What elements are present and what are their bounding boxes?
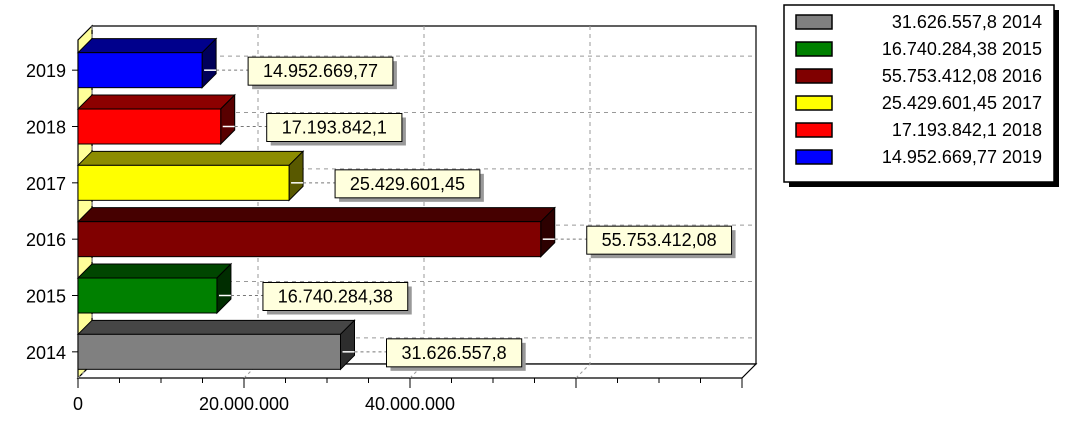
bar-top (76, 150, 305, 166)
bar-top (76, 263, 233, 279)
bar (77, 333, 342, 370)
bar (77, 108, 222, 145)
data-label-box (386, 338, 523, 368)
data-label: 31.626.557,8 (402, 343, 507, 363)
x-tick-label: 20.000.000 (199, 394, 289, 414)
y-tick-label: 2018 (26, 118, 66, 138)
bar-top (76, 319, 356, 335)
legend-label: 31.626.557,8 2014 (892, 12, 1042, 32)
legend-label: 14.952.669,77 2019 (882, 147, 1042, 167)
data-label: 55.753.412,08 (602, 230, 717, 250)
data-label-box (586, 225, 733, 255)
y-tick-label: 2015 (26, 287, 66, 307)
bar (77, 52, 203, 89)
legend-swatch (795, 149, 833, 165)
data-label-box (247, 56, 394, 86)
data-label: 16.740.284,38 (278, 287, 393, 307)
y-tick-label: 2017 (26, 174, 66, 194)
legend-label: 55.753.412,08 2016 (882, 66, 1042, 86)
y-tick-label: 2014 (26, 343, 66, 363)
y-tick-label: 2016 (26, 230, 66, 250)
x-tick-label: 0 (73, 394, 83, 414)
data-label: 14.952.669,77 (263, 61, 378, 81)
legend-swatch (795, 41, 833, 57)
data-label: 17.193.842,1 (282, 118, 387, 138)
legend-label: 17.193.842,1 2018 (892, 120, 1042, 140)
legend-swatch (795, 122, 833, 138)
y-tick-label: 2019 (26, 61, 66, 81)
data-label-box (334, 169, 481, 199)
bar (77, 164, 290, 201)
legend-swatch (795, 95, 833, 111)
data-label-box (262, 282, 409, 311)
legend-label: 16.740.284,38 2015 (882, 39, 1042, 59)
data-label-box (266, 113, 403, 142)
legend-label: 25.429.601,45 2017 (882, 93, 1042, 113)
bar (77, 277, 218, 314)
legend-swatch (795, 14, 833, 30)
bar-top (76, 94, 236, 110)
bar-top (76, 207, 556, 223)
bar (77, 221, 542, 258)
x-tick-label: 40.000.000 (365, 394, 455, 414)
bar-top (76, 38, 218, 54)
data-label: 25.429.601,45 (350, 174, 465, 194)
legend-swatch (795, 68, 833, 84)
